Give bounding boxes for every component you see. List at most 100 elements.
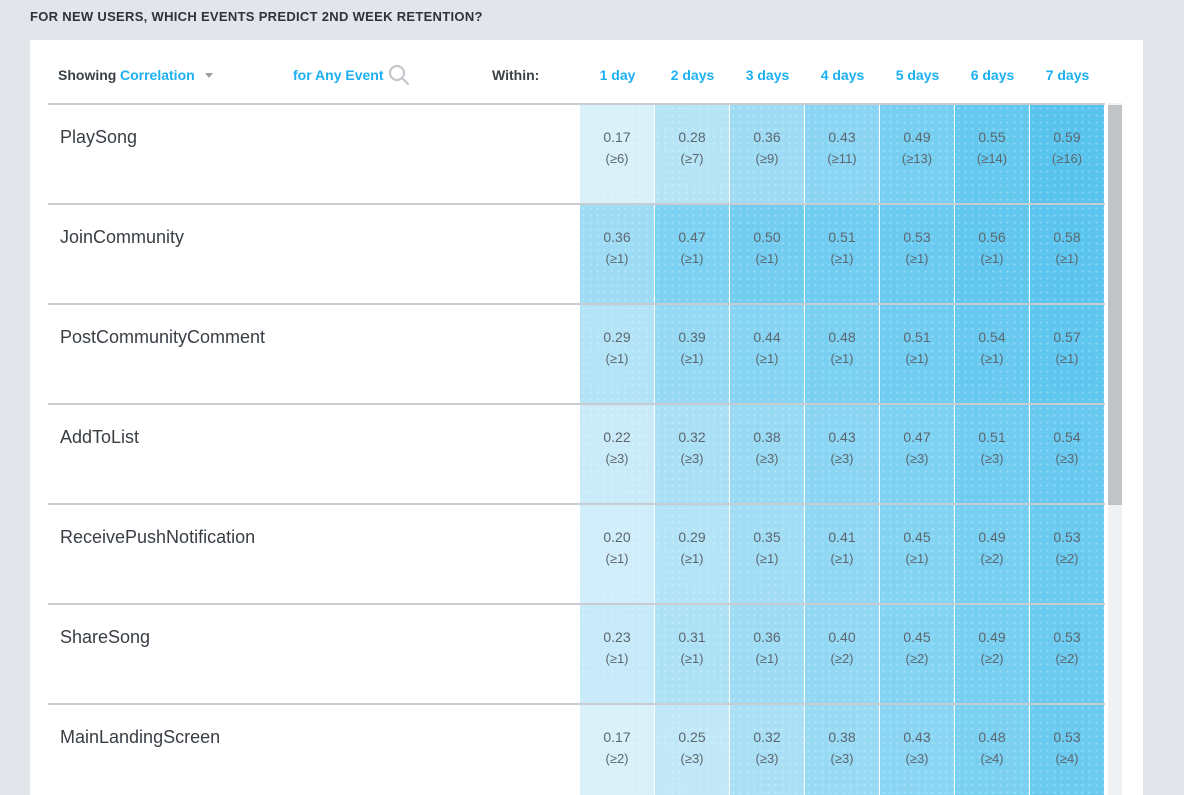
event-count-threshold: (≥1)	[830, 251, 854, 266]
correlation-value: 0.35	[753, 529, 781, 545]
event-count-threshold: (≥1)	[680, 551, 704, 566]
heat-cell[interactable]: 0.32 (≥3)	[730, 705, 804, 795]
column-header-5-days[interactable]: 5 days	[895, 67, 940, 83]
heat-cell[interactable]: 0.55 (≥14)	[955, 105, 1029, 203]
vertical-scrollbar-thumb[interactable]	[1108, 105, 1122, 505]
heat-cell[interactable]: 0.48 (≥4)	[955, 705, 1029, 795]
heat-cell[interactable]: 0.25 (≥3)	[655, 705, 729, 795]
heat-cell[interactable]: 0.44 (≥1)	[730, 305, 804, 403]
event-count-threshold: (≥3)	[605, 451, 629, 466]
event-count-threshold: (≥4)	[980, 751, 1004, 766]
event-count-threshold: (≥2)	[1055, 651, 1079, 666]
heat-cell[interactable]: 0.40 (≥2)	[805, 605, 879, 703]
event-count-threshold: (≥13)	[901, 151, 933, 166]
correlation-value: 0.23	[603, 629, 631, 645]
event-count-threshold: (≥3)	[680, 451, 704, 466]
heat-cell[interactable]: 0.49 (≥2)	[955, 505, 1029, 603]
event-count-threshold: (≥1)	[830, 551, 854, 566]
correlation-value: 0.45	[903, 629, 931, 645]
event-name: AddToList	[60, 427, 140, 447]
heat-cell[interactable]: 0.57 (≥1)	[1030, 305, 1104, 403]
heat-cell[interactable]: 0.20 (≥1)	[580, 505, 654, 603]
correlation-value: 0.43	[903, 729, 931, 745]
event-count-threshold: (≥3)	[905, 751, 929, 766]
event-count-threshold: (≥1)	[680, 651, 704, 666]
correlation-value: 0.54	[978, 329, 1006, 345]
heat-cell[interactable]: 0.47 (≥1)	[655, 205, 729, 303]
heat-cell[interactable]: 0.48 (≥1)	[805, 305, 879, 403]
heat-cell[interactable]: 0.54 (≥1)	[955, 305, 1029, 403]
heat-cell[interactable]: 0.51 (≥1)	[880, 305, 954, 403]
row-divider	[48, 603, 1105, 605]
heat-cell[interactable]: 0.32 (≥3)	[655, 405, 729, 503]
heat-cell[interactable]: 0.29 (≥1)	[580, 305, 654, 403]
heat-cell[interactable]: 0.56 (≥1)	[955, 205, 1029, 303]
search-icon[interactable]	[387, 63, 411, 87]
heat-cell[interactable]: 0.36 (≥1)	[730, 605, 804, 703]
heat-cell[interactable]: 0.45 (≥1)	[880, 505, 954, 603]
event-count-threshold: (≥2)	[905, 651, 929, 666]
heat-cell[interactable]: 0.53 (≥2)	[1030, 505, 1104, 603]
heat-cell[interactable]: 0.53 (≥1)	[880, 205, 954, 303]
event-count-threshold: (≥1)	[605, 351, 629, 366]
correlation-value: 0.47	[903, 429, 931, 445]
column-header-6-days[interactable]: 6 days	[970, 67, 1015, 83]
heat-cell[interactable]: 0.54 (≥3)	[1030, 405, 1104, 503]
heat-cell[interactable]: 0.47 (≥3)	[880, 405, 954, 503]
heat-cell[interactable]: 0.36 (≥1)	[580, 205, 654, 303]
heat-cell[interactable]: 0.49 (≥13)	[880, 105, 954, 203]
heat-cell[interactable]: 0.28 (≥7)	[655, 105, 729, 203]
correlation-value: 0.54	[1053, 429, 1081, 445]
event-count-threshold: (≥2)	[980, 551, 1004, 566]
heat-cell[interactable]: 0.38 (≥3)	[805, 705, 879, 795]
event-count-threshold: (≥1)	[755, 251, 779, 266]
heat-cell[interactable]: 0.43 (≥3)	[805, 405, 879, 503]
event-filter-link[interactable]: for Any Event	[293, 67, 384, 83]
heat-cell[interactable]: 0.41 (≥1)	[805, 505, 879, 603]
heat-cell[interactable]: 0.45 (≥2)	[880, 605, 954, 703]
heat-cell[interactable]: 0.49 (≥2)	[955, 605, 1029, 703]
heat-cell[interactable]: 0.29 (≥1)	[655, 505, 729, 603]
correlation-value: 0.43	[828, 429, 856, 445]
heat-cell[interactable]: 0.35 (≥1)	[730, 505, 804, 603]
correlation-value: 0.53	[1053, 629, 1081, 645]
table-row: JoinCommunity 0.36 (≥1) 0.47 (≥1) 0.50 (≥1) 0.5…	[30, 203, 1143, 303]
heat-cell[interactable]: 0.17 (≥2)	[580, 705, 654, 795]
column-header-7-days[interactable]: 7 days	[1045, 67, 1090, 83]
row-divider	[48, 403, 1105, 405]
metric-dropdown[interactable]: Correlation	[120, 67, 213, 83]
heat-cell[interactable]: 0.53 (≥4)	[1030, 705, 1104, 795]
correlation-value: 0.38	[753, 429, 781, 445]
heat-cell[interactable]: 0.17 (≥6)	[580, 105, 654, 203]
event-count-threshold: (≥16)	[1051, 151, 1083, 166]
correlation-value: 0.32	[753, 729, 781, 745]
heat-cell[interactable]: 0.58 (≥1)	[1030, 205, 1104, 303]
column-header-1-day[interactable]: 1 day	[599, 67, 636, 83]
heat-cell[interactable]: 0.50 (≥1)	[730, 205, 804, 303]
heat-cell[interactable]: 0.22 (≥3)	[580, 405, 654, 503]
heat-cell[interactable]: 0.59 (≥16)	[1030, 105, 1104, 203]
vertical-scrollbar-track[interactable]	[1108, 103, 1122, 795]
heat-cell[interactable]: 0.53 (≥2)	[1030, 605, 1104, 703]
heat-cell[interactable]: 0.31 (≥1)	[655, 605, 729, 703]
column-header-2-days[interactable]: 2 days	[670, 67, 715, 83]
heat-cell[interactable]: 0.36 (≥9)	[730, 105, 804, 203]
event-count-threshold: (≥1)	[755, 651, 779, 666]
correlation-value: 0.17	[603, 129, 631, 145]
heat-cell[interactable]: 0.43 (≥11)	[805, 105, 879, 203]
event-name: JoinCommunity	[60, 227, 185, 247]
column-header-4-days[interactable]: 4 days	[820, 67, 865, 83]
row-divider	[48, 203, 1105, 205]
event-count-threshold: (≥2)	[1055, 551, 1079, 566]
heat-cell[interactable]: 0.51 (≥1)	[805, 205, 879, 303]
heat-cell[interactable]: 0.38 (≥3)	[730, 405, 804, 503]
column-header-3-days[interactable]: 3 days	[745, 67, 790, 83]
event-count-threshold: (≥6)	[605, 151, 629, 166]
heat-cell[interactable]: 0.43 (≥3)	[880, 705, 954, 795]
heat-cell[interactable]: 0.23 (≥1)	[580, 605, 654, 703]
chevron-down-icon	[204, 73, 213, 78]
heat-cell[interactable]: 0.39 (≥1)	[655, 305, 729, 403]
event-count-threshold: (≥14)	[976, 151, 1008, 166]
row-divider	[48, 503, 1105, 505]
heat-cell[interactable]: 0.51 (≥3)	[955, 405, 1029, 503]
